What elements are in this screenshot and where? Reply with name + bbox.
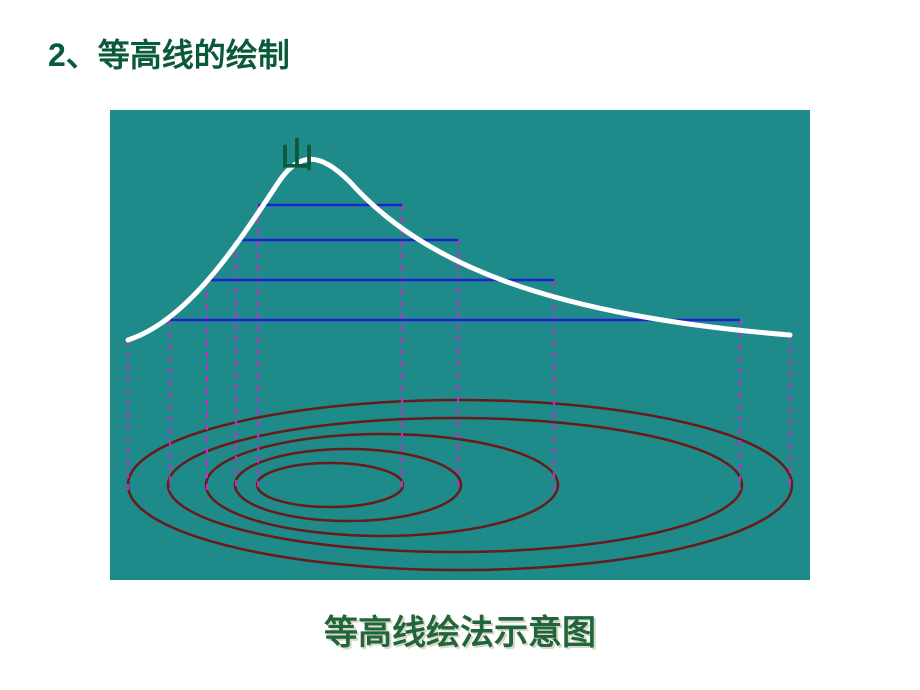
diagram-svg bbox=[110, 110, 810, 580]
diagram-caption: 等高线绘法示意图 bbox=[0, 605, 920, 654]
section-heading: 2、等高线的绘制 bbox=[48, 30, 290, 76]
contour-diagram: 山 bbox=[110, 110, 810, 585]
mountain-label: 山 bbox=[280, 128, 314, 177]
caption-text: 等高线绘法示意图 bbox=[324, 614, 596, 652]
